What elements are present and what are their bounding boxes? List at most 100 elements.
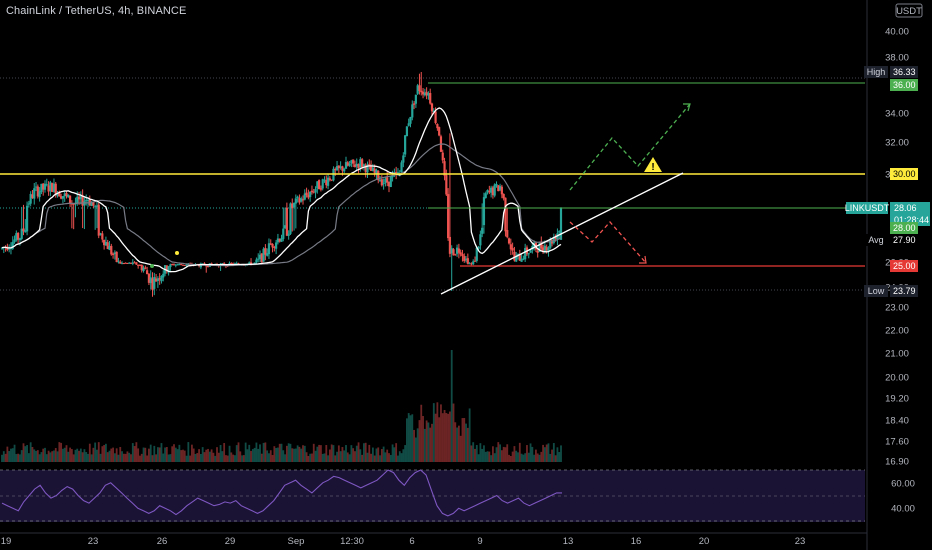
volume-bar — [500, 450, 503, 462]
price-tag-30.00: 30.00 — [890, 168, 918, 180]
time-tick-label: 16 — [631, 536, 642, 547]
volume-bar — [472, 442, 475, 462]
volume-bar — [183, 450, 186, 462]
tag-value-bg — [890, 168, 918, 180]
candle-body — [36, 186, 39, 197]
volume-bar — [318, 444, 321, 462]
volume-bar — [2, 451, 5, 462]
candle-body — [0, 247, 4, 249]
volume-bar — [19, 454, 21, 462]
volume-bar — [377, 447, 380, 462]
volume-bar — [524, 453, 527, 462]
candle-body — [63, 193, 66, 197]
volume-bar — [273, 446, 276, 462]
volume-bar — [96, 449, 98, 462]
candle-body — [138, 264, 142, 266]
volume-bar — [45, 454, 48, 462]
volume-bar — [474, 448, 476, 462]
volume-bar — [232, 454, 235, 462]
volume-bar — [257, 448, 260, 462]
candle-body — [106, 242, 109, 249]
tag-name-bg — [864, 285, 888, 297]
buy-signal-dot — [150, 264, 154, 268]
candle-body — [153, 277, 156, 289]
bearish-arrowhead — [639, 255, 647, 264]
volume-bar — [67, 451, 70, 462]
volume-bar — [167, 454, 170, 462]
volume-bar — [178, 444, 181, 462]
candle-body — [40, 183, 43, 192]
candle-body — [429, 93, 432, 104]
candle-body — [455, 247, 459, 254]
volume-bar — [24, 446, 27, 462]
ma-fast-line — [1, 107, 562, 273]
volume-bar — [191, 444, 193, 462]
candle-body — [67, 194, 70, 198]
volume-bar — [445, 413, 448, 462]
candle-body — [479, 234, 482, 246]
volume-bar — [560, 445, 562, 462]
volume-bar — [423, 428, 426, 462]
candle-body — [260, 253, 263, 263]
volume-bar — [31, 446, 34, 462]
volume-bar — [406, 418, 408, 462]
volume-bar — [416, 428, 419, 462]
candle-body — [527, 253, 530, 255]
candle-body — [176, 264, 179, 266]
volume-bar — [391, 444, 394, 462]
candle-body — [45, 184, 48, 186]
volume-bar — [502, 446, 505, 462]
candle-body — [111, 253, 115, 255]
candle-body — [404, 135, 407, 155]
volume-bar — [105, 443, 107, 462]
candle-body — [248, 262, 251, 264]
candle-body — [339, 166, 342, 168]
candle-body — [520, 258, 523, 262]
rsi-tick-label: 40.00 — [891, 504, 915, 515]
price-tag-36.00: 36.00 — [890, 79, 918, 91]
candle-body — [498, 186, 502, 190]
candle-body — [491, 187, 495, 196]
volume-bar — [226, 455, 229, 462]
candle-body — [414, 94, 417, 104]
volume-bar — [499, 444, 501, 462]
volume-bar — [241, 455, 243, 462]
candle-body — [133, 262, 136, 264]
ascending-trendline — [440, 172, 684, 295]
volume-bar — [212, 452, 215, 462]
symbol-tag-label: LINKUSDT — [845, 203, 890, 213]
volume-bar — [409, 415, 412, 462]
candle-body — [375, 169, 378, 174]
volume-bar — [535, 449, 537, 462]
volume-bar — [427, 422, 430, 462]
volume-bar — [10, 448, 12, 462]
volume-bar — [517, 452, 519, 462]
candle-body — [459, 252, 462, 255]
candle-body — [85, 199, 88, 202]
tag-value-bg — [890, 285, 918, 297]
volume-bar — [58, 442, 61, 462]
volume-bar — [296, 445, 299, 462]
volume-bar — [88, 443, 91, 462]
volume-bar — [456, 427, 458, 462]
volume-bar — [337, 445, 340, 462]
volume-bar — [395, 443, 398, 462]
candle-body — [273, 247, 276, 249]
candle-body — [371, 167, 374, 172]
volume-bar — [176, 449, 179, 462]
volume-bar — [15, 454, 18, 462]
candle-body — [466, 258, 469, 264]
candle-body — [346, 162, 349, 166]
bullish-arrowhead — [683, 103, 691, 112]
volume-bar — [497, 442, 500, 462]
volume-bar — [29, 442, 32, 462]
price-tick-label: 18.40 — [885, 416, 909, 427]
volume-bar — [513, 446, 516, 462]
volume-bar — [540, 451, 543, 462]
volume-bar — [47, 450, 50, 462]
volume-bar — [156, 447, 159, 462]
volume-bar — [463, 418, 466, 462]
volume-bar — [251, 449, 254, 462]
volume-bar — [558, 452, 561, 462]
